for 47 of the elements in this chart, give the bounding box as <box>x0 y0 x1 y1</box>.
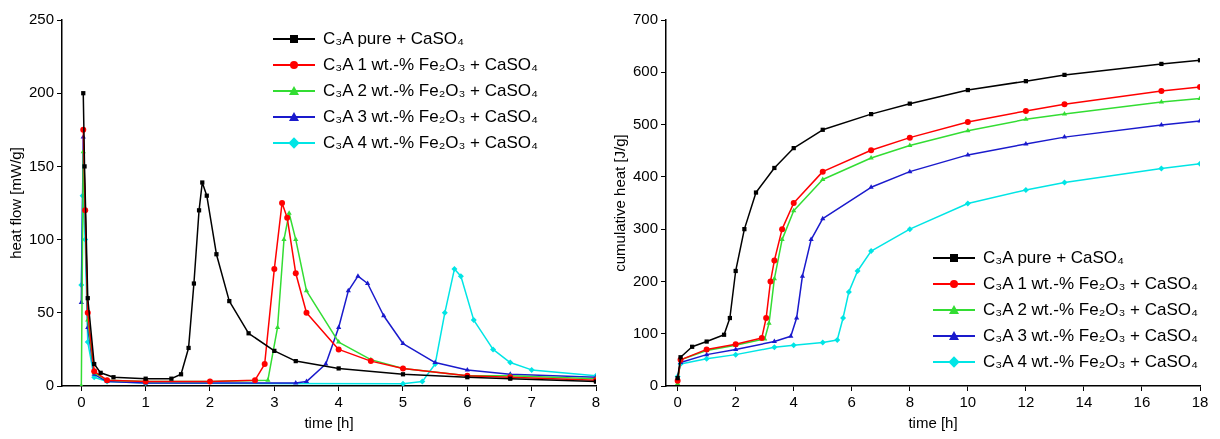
y-tick-label: 300 <box>633 219 659 237</box>
legend-label: C₃A 4 wt.-% Fe₂O₃ + CaSO₄ <box>983 351 1198 373</box>
y-tick-label: 600 <box>633 62 659 80</box>
x-tick-label: 18 <box>1191 393 1209 411</box>
legend-label: C₃A 1 wt.-% Fe₂O₃ + CaSO₄ <box>983 273 1198 295</box>
legend-label: C₃A 3 wt.-% Fe₂O₃ + CaSO₄ <box>983 325 1198 347</box>
legend-label: C₃A pure + CaSO₄ <box>983 247 1125 269</box>
y-axis-title: cumulative heat [J/g] <box>611 134 629 272</box>
y-tick-label: 500 <box>633 114 659 132</box>
x-tick-label: 2 <box>731 393 740 411</box>
x-tick-label: 7 <box>527 393 536 411</box>
x-tick-label: 0 <box>77 393 86 411</box>
x-tick-label: 12 <box>1017 393 1035 411</box>
legend-label: C₃A 3 wt.-% Fe₂O₃ + CaSO₄ <box>323 106 538 128</box>
legend-label: C₃A 2 wt.-% Fe₂O₃ + CaSO₄ <box>323 80 538 102</box>
y-tick-label: 150 <box>29 156 55 174</box>
x-tick-label: 4 <box>789 393 798 411</box>
y-tick-label: 100 <box>29 229 55 247</box>
y-tick-label: 0 <box>45 376 55 394</box>
x-tick-label: 5 <box>398 393 408 411</box>
x-tick-label: 6 <box>463 393 472 411</box>
x-tick-label: 8 <box>591 393 601 411</box>
x-tick-label: 6 <box>847 393 856 411</box>
y-tick-label: 200 <box>633 271 659 289</box>
x-tick-label: 14 <box>1075 393 1093 411</box>
y-tick-label: 100 <box>633 323 659 341</box>
legend-label: C₃A 1 wt.-% Fe₂O₃ + CaSO₄ <box>323 54 538 76</box>
x-tick-label: 0 <box>673 393 682 411</box>
y-tick-label: 700 <box>633 10 659 28</box>
y-tick-label: 200 <box>29 83 55 101</box>
x-tick-label: 16 <box>1133 393 1151 411</box>
legend-label: C₃A 2 wt.-% Fe₂O₃ + CaSO₄ <box>983 299 1198 321</box>
x-tick-label: 3 <box>270 393 279 411</box>
y-tick-label: 400 <box>633 167 659 184</box>
x-tick-label: 10 <box>959 393 977 411</box>
x-tick-label: 2 <box>205 393 215 411</box>
x-tick-label: 8 <box>905 393 914 411</box>
y-axis-title: heat flow [mW/g] <box>7 147 25 259</box>
x-axis-title: time [h] <box>908 414 958 432</box>
y-tick-label: 250 <box>29 10 55 28</box>
y-tick-label: 0 <box>649 376 659 394</box>
legend-label: C₃A pure + CaSO₄ <box>323 28 465 50</box>
x-tick-label: 1 <box>141 393 150 411</box>
x-tick-label: 4 <box>334 393 343 411</box>
y-tick-label: 50 <box>37 302 55 320</box>
legend-label: C₃A 4 wt.-% Fe₂O₃ + CaSO₄ <box>323 132 538 154</box>
x-axis-title: time [h] <box>304 414 354 432</box>
